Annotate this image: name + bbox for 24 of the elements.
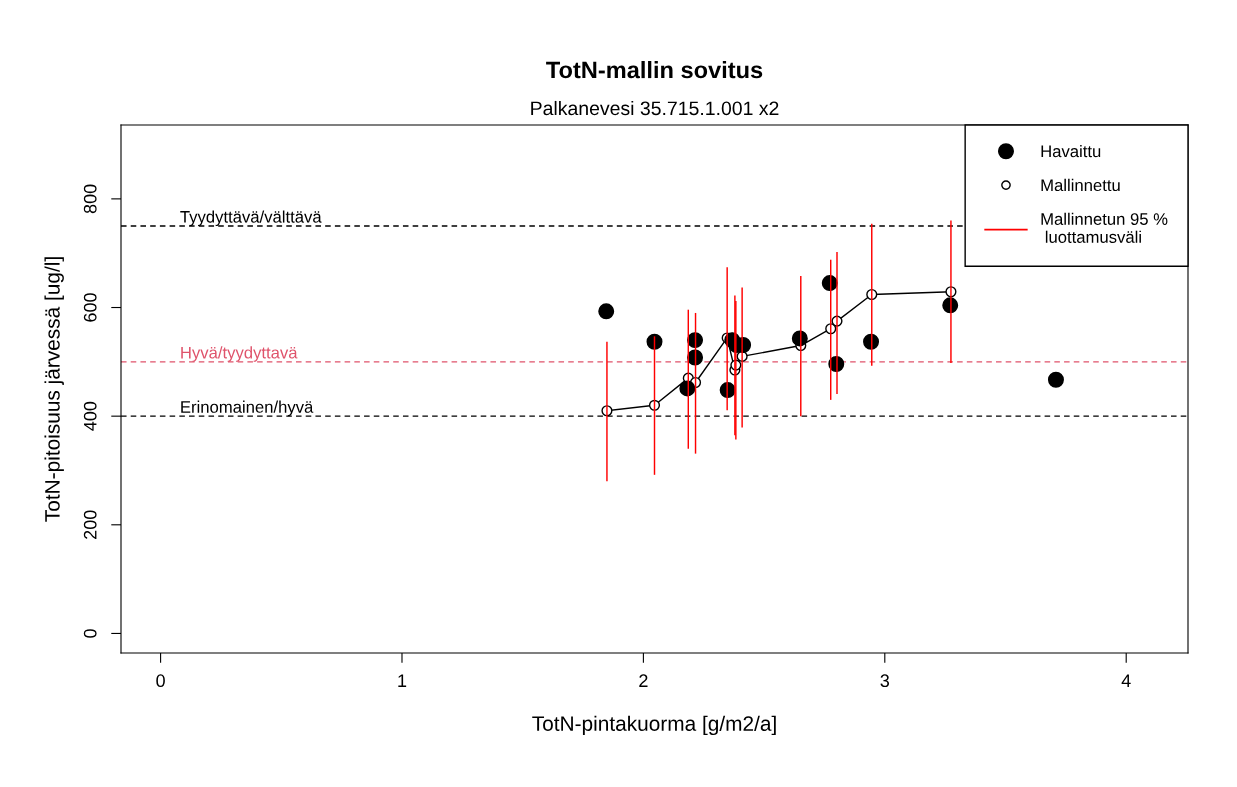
point	[598, 303, 615, 320]
point	[1047, 371, 1064, 388]
point	[646, 333, 663, 350]
y-tick-label: 0	[83, 629, 97, 638]
chart-subtitle: Palkanevesi 35.715.1.001 x2	[531, 100, 779, 116]
ref-line-label: Hyvä/tyydyttavä	[181, 346, 298, 362]
y-axis-title: TotN-pitoisuus järvessä [ug/l]	[44, 257, 64, 522]
ref-line-label: Tyydyttävä/välttävä	[180, 210, 322, 227]
x-tick-label: 0	[156, 674, 165, 688]
legend-label: Mallinnetun 95 % luottamusväli	[1041, 212, 1168, 243]
x-axis-title: TotN-pintakuorma [g/m2/a]	[532, 715, 776, 736]
point	[863, 333, 880, 350]
legend-label: Mallinnettu	[1041, 178, 1120, 192]
x-tick-label: 3	[880, 674, 890, 688]
y-tick-label: 800	[83, 184, 97, 214]
y-tick-label: 400	[83, 401, 97, 431]
chart-title: TotN-mallin sovitus	[546, 61, 763, 79]
x-tick-label: 4	[1121, 674, 1131, 687]
ref-line-label: Erinomainen/hyvä	[181, 400, 314, 417]
x-tick-label: 1	[398, 674, 407, 687]
y-tick-label: 200	[83, 510, 97, 539]
legend-label: Havaittu	[1041, 145, 1101, 158]
x-tick-label: 2	[639, 674, 648, 687]
y-tick-label: 600	[83, 293, 97, 322]
